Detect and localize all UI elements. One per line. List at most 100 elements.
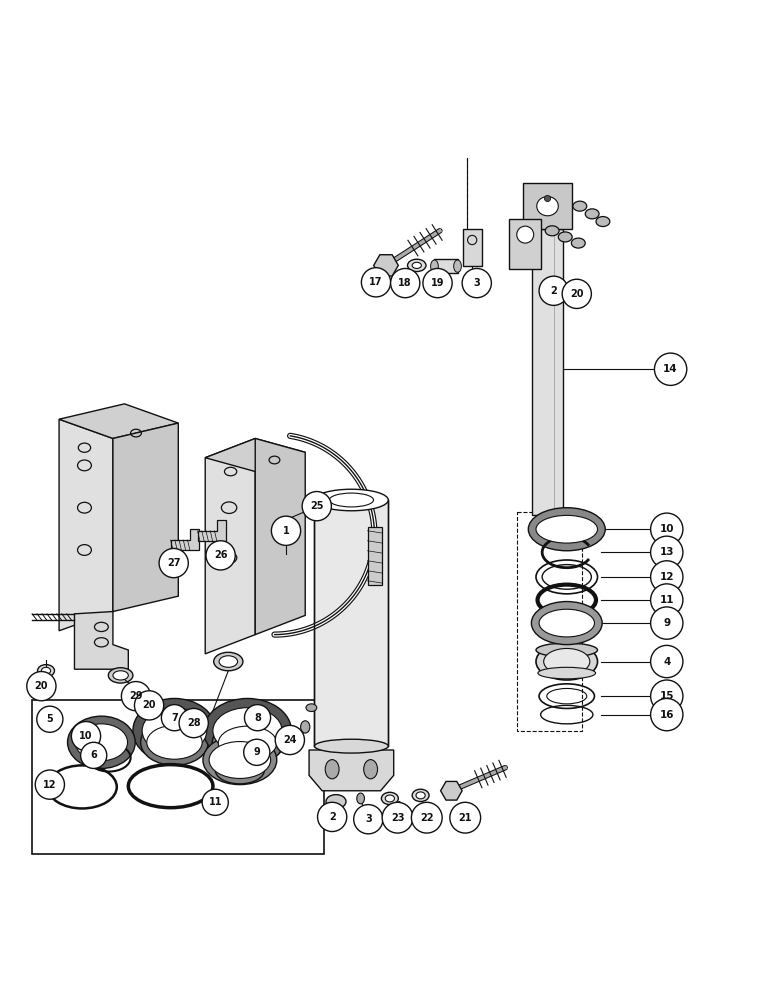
Ellipse shape <box>213 708 282 754</box>
Bar <box>523 183 572 229</box>
Ellipse shape <box>408 259 426 272</box>
Ellipse shape <box>585 209 599 219</box>
Text: 12: 12 <box>43 780 56 790</box>
Ellipse shape <box>536 643 598 680</box>
Polygon shape <box>205 438 256 654</box>
Ellipse shape <box>412 262 422 268</box>
Ellipse shape <box>209 742 271 778</box>
Circle shape <box>317 802 347 832</box>
Text: 24: 24 <box>283 735 296 745</box>
Ellipse shape <box>431 260 438 272</box>
Text: 25: 25 <box>310 501 323 511</box>
Circle shape <box>382 802 413 833</box>
Text: 22: 22 <box>420 813 434 823</box>
Ellipse shape <box>545 226 559 236</box>
Ellipse shape <box>516 226 533 243</box>
Text: 29: 29 <box>129 691 143 701</box>
Ellipse shape <box>558 232 572 242</box>
Text: 14: 14 <box>663 364 678 374</box>
Text: 5: 5 <box>46 714 53 724</box>
Ellipse shape <box>67 716 135 768</box>
Circle shape <box>302 492 331 521</box>
Circle shape <box>411 802 442 833</box>
Ellipse shape <box>113 671 128 680</box>
Circle shape <box>423 268 452 298</box>
FancyBboxPatch shape <box>32 700 324 854</box>
Ellipse shape <box>306 704 317 712</box>
Circle shape <box>37 706 63 732</box>
Circle shape <box>450 802 481 833</box>
Text: 23: 23 <box>391 813 405 823</box>
Polygon shape <box>74 612 128 669</box>
Circle shape <box>354 805 383 834</box>
Circle shape <box>80 742 107 768</box>
Circle shape <box>36 770 65 799</box>
Text: 1: 1 <box>283 526 290 536</box>
Circle shape <box>202 789 229 815</box>
Text: 10: 10 <box>80 731 93 741</box>
Text: 16: 16 <box>659 710 674 720</box>
Text: 20: 20 <box>142 700 156 710</box>
Circle shape <box>562 279 591 308</box>
Ellipse shape <box>133 698 216 763</box>
Circle shape <box>244 739 270 765</box>
Polygon shape <box>59 419 113 631</box>
Text: 18: 18 <box>398 278 412 288</box>
Ellipse shape <box>325 760 339 779</box>
Ellipse shape <box>364 760 378 779</box>
Ellipse shape <box>536 643 598 657</box>
Circle shape <box>651 536 683 568</box>
Text: 8: 8 <box>254 713 261 723</box>
Ellipse shape <box>142 708 207 754</box>
Ellipse shape <box>385 795 394 802</box>
Text: 7: 7 <box>171 713 178 723</box>
Ellipse shape <box>536 515 598 543</box>
Text: 2: 2 <box>550 286 557 296</box>
Circle shape <box>121 682 151 711</box>
Circle shape <box>651 607 683 639</box>
Ellipse shape <box>531 602 602 645</box>
Circle shape <box>134 691 164 720</box>
Text: 10: 10 <box>659 524 674 534</box>
Circle shape <box>71 722 100 751</box>
Ellipse shape <box>204 698 291 763</box>
Ellipse shape <box>203 735 277 785</box>
Ellipse shape <box>357 793 364 804</box>
Circle shape <box>651 645 683 678</box>
Text: 21: 21 <box>459 813 472 823</box>
Ellipse shape <box>75 724 127 761</box>
Text: 4: 4 <box>663 657 670 667</box>
Polygon shape <box>205 438 305 472</box>
Ellipse shape <box>543 648 590 675</box>
Circle shape <box>651 513 683 545</box>
Ellipse shape <box>528 508 605 551</box>
Circle shape <box>245 705 271 731</box>
Circle shape <box>462 268 492 298</box>
Bar <box>516 512 582 731</box>
Text: 6: 6 <box>90 750 97 760</box>
Circle shape <box>391 268 420 298</box>
Bar <box>509 219 541 269</box>
Ellipse shape <box>108 668 133 683</box>
Circle shape <box>651 698 683 731</box>
Bar <box>314 500 388 746</box>
Ellipse shape <box>300 721 310 733</box>
Ellipse shape <box>214 652 243 671</box>
Circle shape <box>655 353 687 385</box>
Ellipse shape <box>412 789 429 802</box>
Text: 26: 26 <box>214 550 228 560</box>
Text: 9: 9 <box>663 618 670 628</box>
Circle shape <box>206 541 235 570</box>
Text: 19: 19 <box>431 278 445 288</box>
Ellipse shape <box>573 201 587 211</box>
Ellipse shape <box>314 739 388 753</box>
Circle shape <box>161 705 188 731</box>
Ellipse shape <box>571 238 585 248</box>
Circle shape <box>651 680 683 712</box>
Ellipse shape <box>147 725 202 759</box>
Ellipse shape <box>416 792 425 799</box>
Circle shape <box>651 584 683 616</box>
Text: 27: 27 <box>167 558 181 568</box>
Polygon shape <box>59 404 178 438</box>
Circle shape <box>272 516 300 545</box>
